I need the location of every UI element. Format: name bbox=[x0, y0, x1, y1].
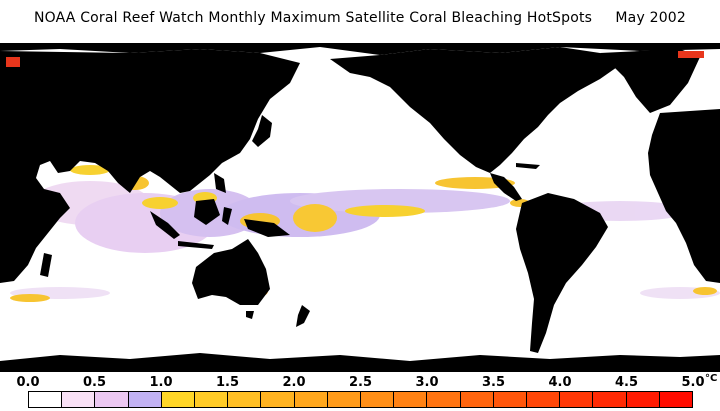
legend-unit: °C bbox=[705, 373, 718, 384]
land-new-guinea bbox=[244, 219, 290, 237]
legend-tick-label: 4.0 bbox=[548, 375, 572, 390]
legend-tick-label: 3.5 bbox=[481, 375, 506, 390]
legend-swatch bbox=[394, 392, 428, 407]
legend-swatch bbox=[593, 392, 627, 407]
hotspot-central-pacific bbox=[290, 189, 510, 213]
land-north-america bbox=[330, 47, 620, 173]
hotspot-solomon bbox=[293, 204, 337, 232]
land-africa-east bbox=[648, 109, 720, 283]
legend-swatch bbox=[327, 392, 362, 407]
legend-swatch bbox=[95, 392, 129, 407]
land-java bbox=[178, 241, 214, 249]
hotspot-world-map bbox=[0, 43, 720, 372]
legend-swatch bbox=[62, 392, 96, 407]
legend-tick-label: 4.5 bbox=[614, 375, 639, 390]
hotspot-atlantic-far-south bbox=[693, 287, 717, 295]
land-greenland bbox=[600, 49, 700, 113]
land-borneo bbox=[194, 199, 220, 225]
hotspot-equatorial-pacific bbox=[345, 205, 425, 217]
legend-tick-label: 2.0 bbox=[282, 375, 306, 390]
legend-tick-label: 2.5 bbox=[348, 375, 373, 390]
hotspot-arctic-east bbox=[678, 51, 704, 58]
legend-swatch bbox=[427, 392, 461, 407]
land-masses bbox=[0, 43, 720, 372]
land-antarctica bbox=[0, 353, 720, 372]
land-sulawesi bbox=[222, 207, 232, 225]
legend-swatch bbox=[527, 392, 561, 407]
land-eurasia bbox=[0, 49, 300, 283]
land-sumatra bbox=[150, 211, 180, 239]
legend-swatch bbox=[361, 392, 395, 407]
land-south-america bbox=[516, 193, 608, 353]
legend-swatch bbox=[161, 392, 196, 407]
land-madagascar bbox=[40, 253, 52, 277]
land-cuba bbox=[516, 163, 540, 169]
legend-swatch bbox=[493, 392, 528, 407]
hotspot-arabian-sea bbox=[70, 165, 110, 175]
legend-tick-label: 1.5 bbox=[215, 375, 240, 390]
legend-swatch bbox=[128, 392, 162, 407]
hotspot-arctic-west bbox=[6, 57, 20, 67]
land-japan bbox=[252, 115, 272, 147]
map-title: NOAA Coral Reef Watch Monthly Maximum Sa… bbox=[33, 10, 687, 26]
land-central-america bbox=[490, 173, 522, 201]
land-arctic bbox=[0, 43, 720, 55]
legend-swatch bbox=[294, 392, 328, 407]
legend-swatch bbox=[626, 392, 660, 407]
land-philippines bbox=[214, 173, 226, 193]
legend-swatch bbox=[261, 392, 295, 407]
legend-swatch bbox=[659, 392, 693, 407]
land-australia bbox=[192, 239, 270, 305]
land-new-zealand bbox=[296, 305, 310, 327]
hotspot-madagascar-south bbox=[10, 294, 50, 302]
legend-tick-label: 5.0 bbox=[681, 375, 705, 390]
legend-swatch bbox=[228, 392, 262, 407]
legend-swatch bbox=[560, 392, 594, 407]
hotspot-andaman bbox=[142, 197, 178, 209]
legend-tick-label: 0.0 bbox=[16, 375, 40, 390]
legend-swatch bbox=[29, 392, 63, 407]
legend-tick-label: 0.5 bbox=[82, 375, 107, 390]
legend-tick-label: 3.0 bbox=[415, 375, 439, 390]
legend-tick-label: 1.0 bbox=[149, 375, 173, 390]
color-legend: 0.0 0.5 1.0 1.5 2.0 2.5 3.0 3.5 4.0 4.5 5.0 °C bbox=[0, 372, 720, 411]
land-tasmania bbox=[246, 311, 254, 319]
legend-color-bar bbox=[28, 391, 693, 408]
legend-swatch bbox=[460, 392, 494, 407]
legend-swatch bbox=[195, 392, 229, 407]
